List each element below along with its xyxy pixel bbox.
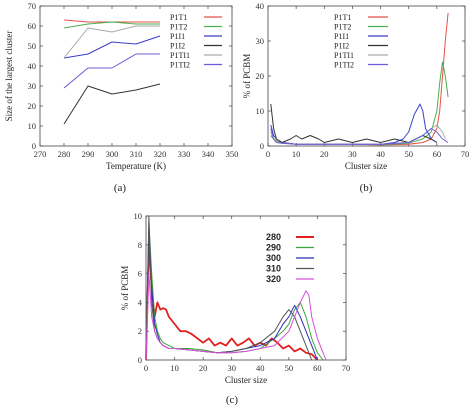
- y-tick-label: 4: [138, 297, 143, 307]
- y-tick-label: 50: [28, 41, 37, 51]
- panel-a-axes: 270 280 290 300 310 320 330 340 350 0 10 20 30 40 50 60…: [28, 1, 239, 159]
- legend-label: 300: [266, 253, 281, 263]
- x-tick-label: 340: [202, 149, 215, 159]
- series-line-p1ti1: [63, 25, 160, 59]
- legend-label: 290: [266, 243, 281, 253]
- series-line-310: [145, 215, 313, 361]
- x-tick-label: 290: [82, 149, 95, 159]
- x-tick-label: 60: [433, 149, 442, 159]
- legend-label: 320: [266, 274, 281, 284]
- series-line-p1i2: [63, 83, 161, 125]
- panel-a: 270 280 290 300 310 320 330 340 350 0 10 20 30 40 50 60…: [4, 1, 238, 194]
- x-tick-label: 320: [154, 149, 167, 159]
- panel-a-xlabel: Temperature (K): [106, 161, 166, 171]
- x-tick-label: 10: [292, 149, 301, 159]
- x-tick-label: 70: [342, 363, 351, 373]
- series-line-p1t1: [270, 12, 449, 146]
- y-tick-label: 0: [138, 355, 142, 365]
- series-line-p1t2: [270, 61, 449, 146]
- y-tick-label: 70: [28, 1, 37, 11]
- series-line-290: [145, 222, 324, 361]
- x-tick-label: 30: [348, 149, 357, 159]
- y-tick-label: 0: [260, 141, 264, 151]
- series-line-p1i1: [270, 103, 438, 145]
- legend-label: 310: [266, 264, 281, 274]
- y-tick-label: 40: [256, 1, 265, 11]
- series-line-p1i1: [63, 35, 161, 59]
- panel-b-frame: [267, 5, 466, 147]
- legend-label: P1I1: [170, 32, 185, 41]
- x-tick-label: 270: [34, 149, 47, 159]
- panel-a-ylabel: Size of the largest cluster: [4, 31, 14, 122]
- y-tick-label: 10: [134, 211, 143, 221]
- legend-label: P1I2: [334, 42, 349, 51]
- panel-c-caption: (c): [226, 394, 239, 406]
- panel-c-frame: [145, 215, 347, 361]
- y-tick-label: 40: [28, 61, 37, 71]
- panel-a-caption: (a): [114, 182, 127, 194]
- panel-c-ylabel: % of PCBM: [120, 266, 130, 311]
- panel-b-ylabel: % of PCBM: [242, 54, 252, 99]
- legend-label: P1I2: [170, 42, 185, 51]
- legend-label: P1T1: [334, 13, 351, 22]
- x-tick-label: 50: [285, 363, 294, 373]
- legend-label: P1I1: [334, 32, 349, 41]
- panel-a-series: [63, 19, 161, 125]
- series-line-300: [145, 229, 318, 361]
- y-tick-label: 10: [28, 121, 37, 131]
- legend-label: P1TI2: [170, 61, 190, 70]
- panel-c-xlabel: Cluster size: [225, 375, 267, 385]
- panel-c-series: [145, 215, 327, 361]
- legend-label: P1TI1: [170, 51, 190, 60]
- y-tick-label: 2: [138, 326, 142, 336]
- y-tick-label: 60: [28, 21, 37, 31]
- y-tick-label: 20: [256, 71, 265, 81]
- x-tick-label: 40: [376, 149, 385, 159]
- legend-label: 280: [266, 232, 281, 242]
- panel-c-axes: 0 10 20 30 40 50 60 70 0 2 4 6 8 10: [134, 211, 351, 373]
- x-tick-label: 0: [144, 363, 148, 373]
- x-tick-label: 10: [170, 363, 179, 373]
- x-tick-label: 60: [313, 363, 322, 373]
- y-tick-label: 6: [138, 269, 142, 279]
- x-tick-label: 0: [266, 149, 270, 159]
- y-tick-label: 20: [28, 101, 37, 111]
- legend-label: P1T1: [170, 13, 187, 22]
- series-line-p1t2: [63, 21, 160, 29]
- x-tick-label: 70: [461, 149, 470, 159]
- x-tick-label: 30: [227, 363, 236, 373]
- x-tick-label: 50: [404, 149, 413, 159]
- panel-b: 0 10 20 30 40 50 60 70 0 10 20 30 40 P1T1P1T2P1I1P1I…: [242, 1, 469, 194]
- x-tick-label: 280: [58, 149, 71, 159]
- x-tick-label: 330: [178, 149, 191, 159]
- y-tick-label: 8: [138, 240, 142, 250]
- panel-b-caption: (b): [360, 182, 373, 194]
- x-tick-label: 20: [320, 149, 329, 159]
- panel-b-axes: 0 10 20 30 40 50 60 70 0 10 20 30 40: [256, 1, 470, 159]
- series-line-p1ti2: [63, 53, 160, 89]
- series-line-280: [145, 243, 319, 361]
- series-line-320: [145, 273, 327, 361]
- legend-label: P1TI1: [334, 51, 354, 60]
- legend-label: P1T2: [334, 23, 351, 32]
- y-tick-label: 30: [28, 81, 37, 91]
- panel-b-xlabel: Cluster size: [345, 161, 387, 171]
- x-tick-label: 310: [130, 149, 143, 159]
- y-tick-label: 10: [256, 106, 265, 116]
- x-tick-label: 300: [106, 149, 119, 159]
- x-tick-label: 350: [226, 149, 239, 159]
- y-tick-label: 0: [32, 141, 36, 151]
- series-line-p1ti2: [270, 128, 449, 145]
- x-tick-label: 40: [256, 363, 265, 373]
- x-tick-label: 20: [199, 363, 208, 373]
- y-tick-label: 30: [256, 36, 265, 46]
- panel-b-series: [270, 12, 449, 146]
- legend-label: P1T2: [170, 23, 187, 32]
- legend-label: P1TI2: [334, 61, 354, 70]
